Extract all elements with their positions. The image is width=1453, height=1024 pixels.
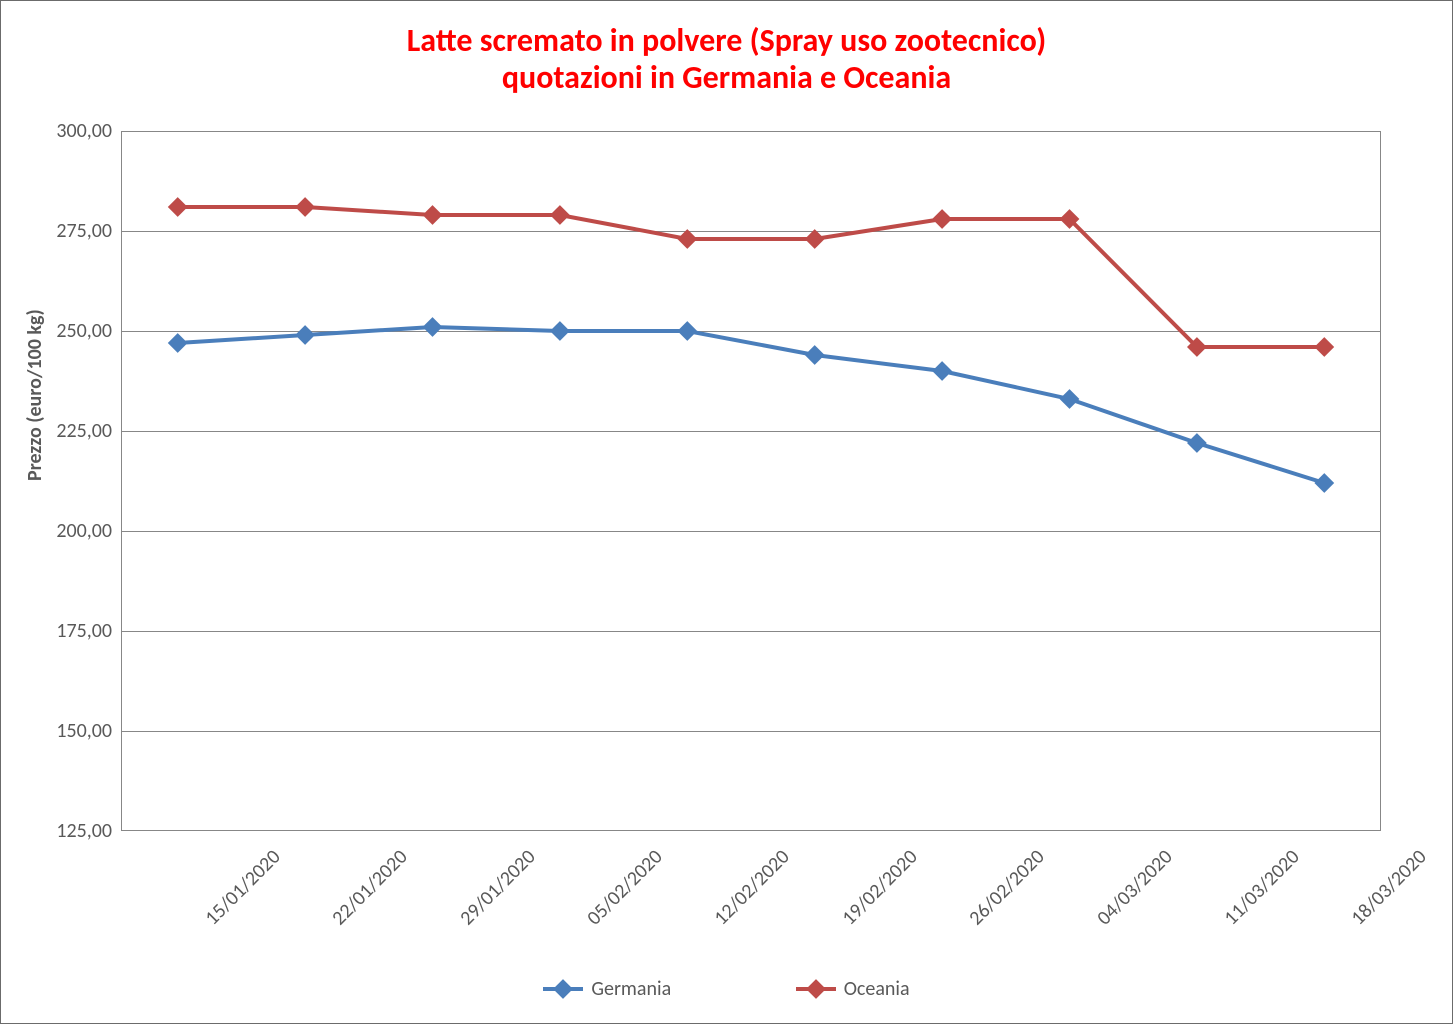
legend-line-germania	[543, 987, 583, 991]
x-tick-label: 18/03/2020	[1347, 845, 1432, 930]
title-line-2: quotazioni in Germania e Oceania	[502, 58, 951, 97]
legend-label-germania: Germania	[591, 977, 671, 1001]
legend-label-oceania: Oceania	[844, 977, 910, 1001]
legend: Germania Oceania	[1, 973, 1452, 1001]
x-tick-label: 12/02/2020	[710, 845, 795, 930]
y-tick-label: 300,00	[32, 119, 112, 143]
x-tick-label: 26/02/2020	[964, 845, 1049, 930]
x-tick-label: 05/02/2020	[582, 845, 667, 930]
chart-container: Latte scremato in polvere (Spray uso zoo…	[0, 0, 1453, 1024]
plot-border	[121, 131, 1381, 831]
y-tick-label: 275,00	[32, 219, 112, 243]
plot-area	[121, 131, 1381, 831]
title-line-1: Latte scremato in polvere (Spray uso zoo…	[407, 21, 1046, 60]
x-tick-label: 19/02/2020	[837, 845, 922, 930]
x-tick-label: 04/03/2020	[1092, 845, 1177, 930]
y-tick-label: 225,00	[32, 419, 112, 443]
y-tick-label: 250,00	[32, 319, 112, 343]
x-tick-label: 22/01/2020	[327, 845, 412, 930]
legend-item-oceania: Oceania	[796, 977, 910, 1001]
x-tick-label: 15/01/2020	[200, 845, 285, 930]
legend-item-germania: Germania	[543, 977, 671, 1001]
y-tick-label: 125,00	[32, 819, 112, 843]
x-tick-label: 29/01/2020	[455, 845, 540, 930]
x-tick-label: 11/03/2020	[1219, 845, 1304, 930]
y-tick-label: 200,00	[32, 519, 112, 543]
y-tick-label: 175,00	[32, 619, 112, 643]
chart-title: Latte scremato in polvere (Spray uso zoo…	[1, 23, 1452, 97]
legend-line-oceania	[796, 987, 836, 991]
diamond-icon	[806, 979, 826, 999]
y-tick-label: 150,00	[32, 719, 112, 743]
diamond-icon	[553, 979, 573, 999]
